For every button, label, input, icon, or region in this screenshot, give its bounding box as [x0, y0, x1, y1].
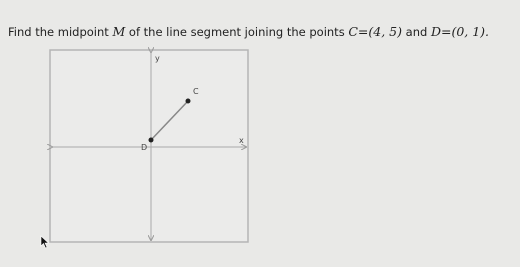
question-text: and — [405, 25, 428, 39]
point-label: C — [193, 87, 199, 96]
cursor — [40, 235, 50, 249]
question: Find the midpoint M of the line segment … — [8, 24, 489, 39]
math: C=(4, 5) — [348, 24, 402, 39]
math: M — [112, 24, 126, 39]
axis-label: x — [239, 136, 244, 145]
question-text: Find the midpoint — [8, 25, 109, 39]
point[interactable] — [148, 137, 154, 143]
segment — [150, 100, 189, 141]
graph-frame — [49, 49, 249, 243]
axis-label: y — [155, 54, 160, 63]
question-text: of the line segment joining the points — [128, 25, 345, 39]
point[interactable] — [185, 98, 191, 104]
point-label: D — [141, 143, 147, 152]
math: D=(0, 1). — [430, 24, 490, 39]
